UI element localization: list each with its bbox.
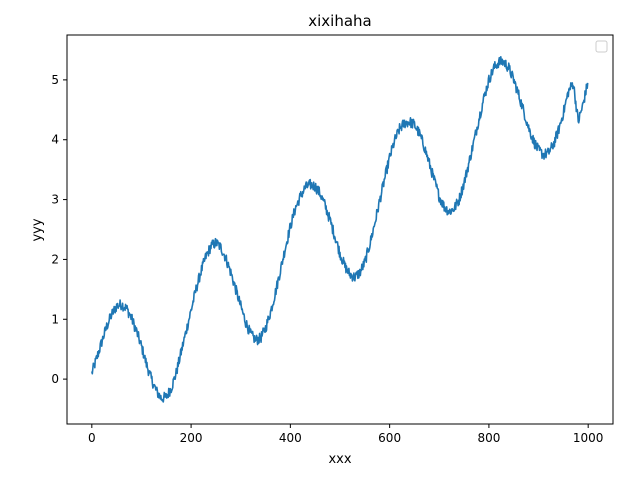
y-tick-label: 3: [51, 193, 59, 207]
x-tick-label: 1000: [573, 431, 604, 445]
x-tick-label: 400: [279, 431, 302, 445]
legend-frame: [595, 40, 608, 53]
x-tick-label: 0: [88, 431, 96, 445]
x-axis-ticks: 0 200 400 600 800 1000: [88, 424, 603, 445]
y-tick-label: 4: [51, 133, 59, 147]
plot-series-group: [91, 55, 589, 403]
x-axis-label: xxx: [328, 452, 351, 467]
x-tick-label: 600: [378, 431, 401, 445]
series-line: [91, 55, 589, 403]
y-axis-label: yyy: [30, 218, 45, 241]
chart-title: xixihaha: [308, 12, 372, 30]
y-tick-label: 1: [51, 312, 59, 326]
x-tick-label: 800: [477, 431, 500, 445]
x-tick-label: 200: [180, 431, 203, 445]
y-tick-label: 5: [51, 73, 59, 87]
plot-area-frame: [66, 34, 614, 425]
y-axis-ticks: 0 1 2 3 4 5: [51, 73, 67, 386]
y-tick-label: 0: [51, 372, 59, 386]
y-tick-label: 2: [51, 252, 59, 266]
legend-box: [595, 40, 608, 53]
